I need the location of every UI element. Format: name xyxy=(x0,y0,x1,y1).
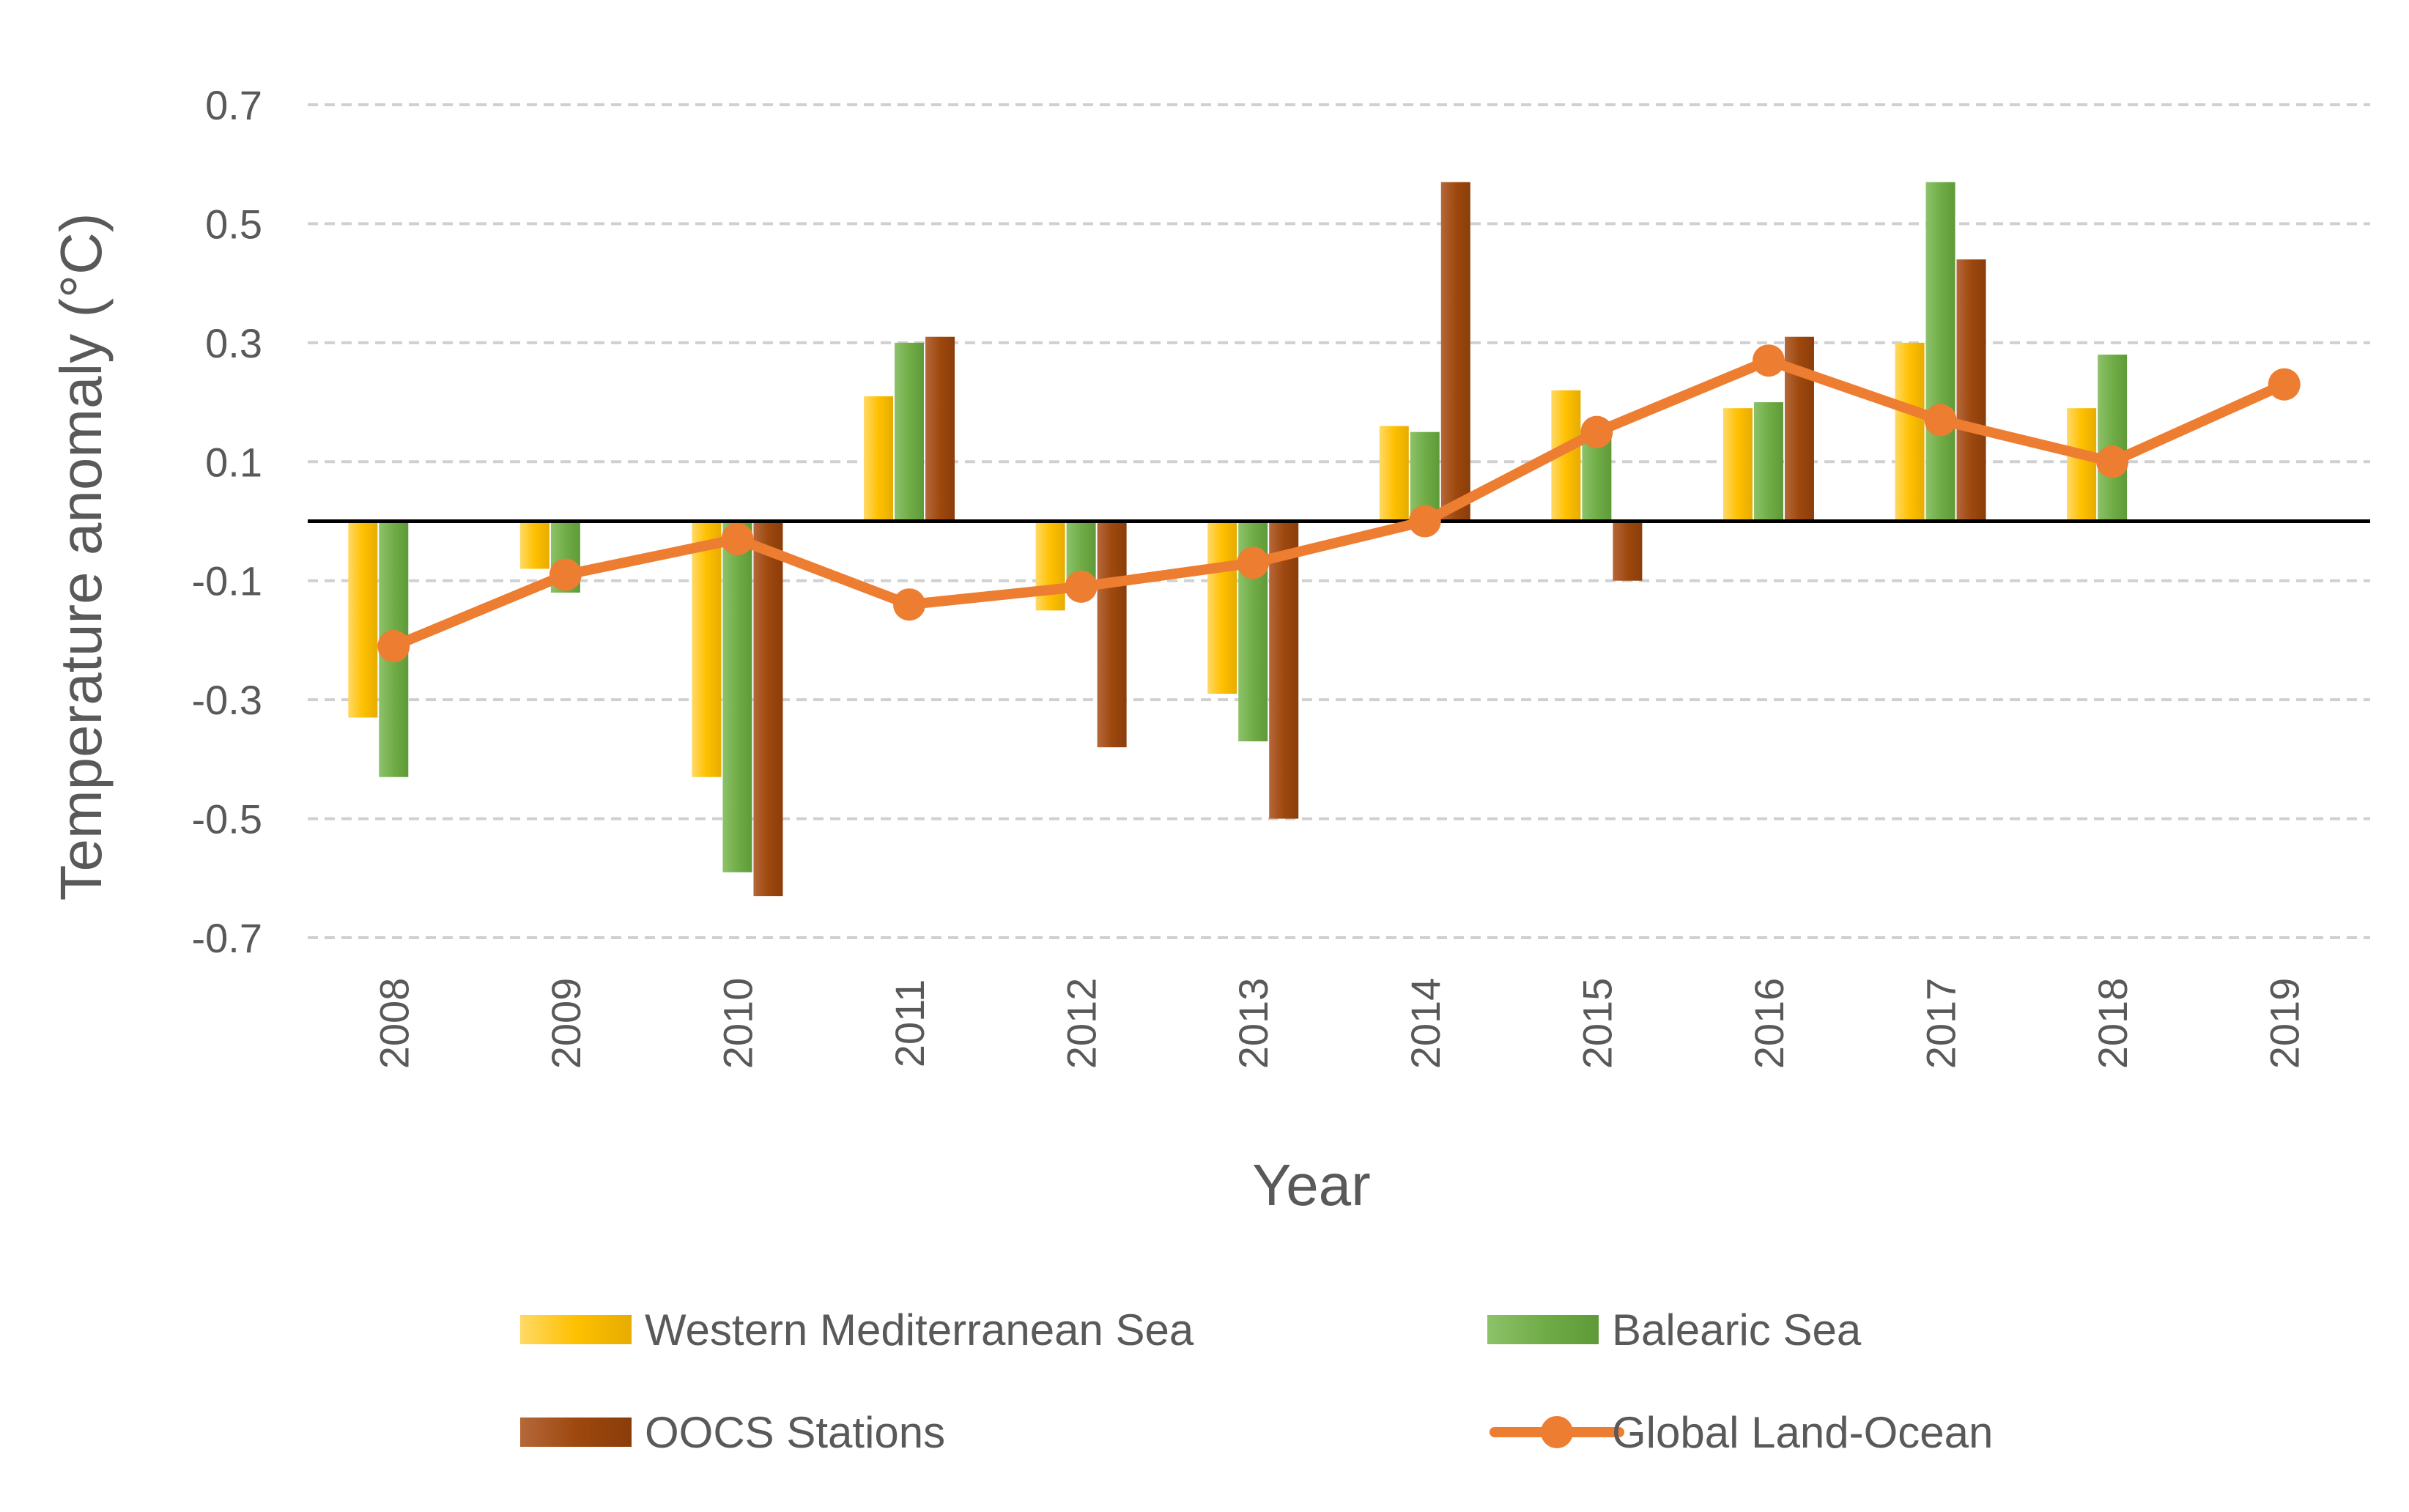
line-series xyxy=(377,344,2301,663)
x-tick-label: 2012 xyxy=(1059,978,1105,1070)
bar-western-mediterranean-sea-2008 xyxy=(348,521,378,718)
bar-oocs-stations-2013 xyxy=(1269,521,1299,819)
x-tick-label: 2015 xyxy=(1574,978,1620,1070)
x-tick-label: 2018 xyxy=(2090,978,2136,1070)
line-global-land-ocean xyxy=(388,355,2290,652)
point-global-land-ocean-2014 xyxy=(1408,505,1441,538)
legend-label: Balearic Sea xyxy=(1612,1305,1862,1354)
bar-western-mediterranean-sea-2011 xyxy=(864,396,894,522)
x-tick-label: 2019 xyxy=(2262,978,2308,1070)
x-tick-label: 2014 xyxy=(1402,978,1448,1070)
legend-swatch xyxy=(520,1315,632,1344)
point-global-land-ocean-2016 xyxy=(1752,344,1785,377)
legend-swatch xyxy=(520,1418,632,1447)
x-tick-label: 2009 xyxy=(543,978,589,1070)
bar-oocs-stations-2012 xyxy=(1097,521,1127,748)
point-global-land-ocean-2011 xyxy=(893,588,926,621)
y-tick-label: 0.3 xyxy=(205,320,262,366)
bar-oocs-stations-2014 xyxy=(1440,182,1470,522)
bar-western-mediterranean-sea-2013 xyxy=(1207,521,1237,694)
bar-balearic-sea-2015 xyxy=(1582,437,1612,522)
bar-series xyxy=(348,182,2128,897)
bar-oocs-stations-2010 xyxy=(753,521,783,897)
x-tick-label: 2017 xyxy=(1918,978,1964,1070)
legend-label: OOCS Stations xyxy=(645,1408,945,1457)
point-global-land-ocean-2008 xyxy=(377,630,410,663)
y-tick-label: 0.7 xyxy=(205,82,262,128)
bar-oocs-stations-2015 xyxy=(1613,521,1643,581)
bar-western-mediterranean-sea-2012 xyxy=(1035,521,1065,611)
bar-western-mediterranean-sea-2014 xyxy=(1379,426,1409,522)
x-axis-title: Year xyxy=(1252,1152,1371,1218)
legend-item-global-land-ocean: Global Land-Ocean xyxy=(1490,1408,1993,1457)
y-tick-label: 0.1 xyxy=(205,439,262,485)
y-axis-ticks: 0.7 0.5 0.3 0.1 -0.1 -0.3 -0.5 -0.7 xyxy=(192,82,263,961)
y-axis-title: Temperature anomaly (°C) xyxy=(48,213,114,901)
bar-western-mediterranean-sea-2009 xyxy=(519,521,549,569)
point-global-land-ocean-2010 xyxy=(721,522,754,555)
y-tick-label: -0.7 xyxy=(192,915,263,961)
point-global-land-ocean-2009 xyxy=(549,558,582,591)
bar-balearic-sea-2011 xyxy=(895,342,925,522)
legend: Western Mediterranean Sea Balearic Sea OOC… xyxy=(520,1305,1993,1457)
bar-balearic-sea-2017 xyxy=(1925,182,1955,522)
point-global-land-ocean-2017 xyxy=(1924,404,1957,437)
legend-item-oocs-stations: OOCS Stations xyxy=(520,1408,945,1457)
bar-balearic-sea-2010 xyxy=(722,521,752,872)
y-tick-label: -0.5 xyxy=(192,796,263,842)
y-tick-label: 0.5 xyxy=(205,201,262,247)
legend-label: Global Land-Ocean xyxy=(1612,1408,1993,1457)
point-global-land-ocean-2018 xyxy=(2096,445,2129,478)
x-tick-label: 2013 xyxy=(1230,978,1276,1070)
bar-western-mediterranean-sea-2010 xyxy=(692,521,722,777)
bar-balearic-sea-2016 xyxy=(1753,402,1783,522)
bar-western-mediterranean-sea-2018 xyxy=(2067,408,2097,522)
bar-balearic-sea-2018 xyxy=(2098,355,2128,522)
point-global-land-ocean-2019 xyxy=(2268,368,2301,401)
point-global-land-ocean-2012 xyxy=(1065,570,1098,603)
legend-marker xyxy=(1541,1416,1573,1448)
y-tick-label: -0.3 xyxy=(192,677,263,723)
legend-label: Western Mediterranean Sea xyxy=(645,1305,1194,1354)
point-global-land-ocean-2015 xyxy=(1580,415,1613,448)
legend-item-western-mediterranean-sea: Western Mediterranean Sea xyxy=(520,1305,1194,1354)
legend-swatch xyxy=(1487,1315,1599,1344)
x-tick-label: 2011 xyxy=(887,979,933,1067)
x-tick-label: 2016 xyxy=(1746,978,1792,1070)
legend-item-balearic-sea: Balearic Sea xyxy=(1487,1305,1862,1354)
bar-oocs-stations-2011 xyxy=(925,336,955,522)
x-axis-ticks: 2008 2009 2010 2011 2012 2013 2014 2015 2016 2017… xyxy=(371,978,2307,1070)
gridlines xyxy=(308,103,2370,939)
bar-oocs-stations-2017 xyxy=(1956,259,1986,522)
bar-western-mediterranean-sea-2016 xyxy=(1722,408,1753,522)
y-tick-label: -0.1 xyxy=(192,558,263,604)
point-global-land-ocean-2013 xyxy=(1237,546,1270,579)
x-tick-label: 2008 xyxy=(371,978,417,1070)
bar-western-mediterranean-sea-2017 xyxy=(1895,342,1925,522)
x-tick-label: 2010 xyxy=(714,978,761,1070)
